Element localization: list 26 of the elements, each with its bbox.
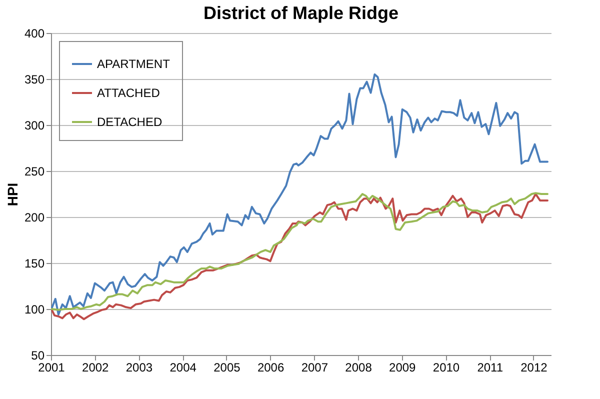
y-tick-label: 150 — [24, 256, 45, 270]
x-tick-label: 2007 — [301, 360, 328, 374]
chart-title: District of Maple Ridge — [203, 3, 399, 23]
y-tick-label: 400 — [24, 26, 45, 40]
legend-label: ATTACHED — [97, 86, 160, 100]
x-tick-label: 2001 — [38, 360, 66, 374]
y-tick-label: 250 — [24, 164, 45, 178]
x-tick-label: 2010 — [432, 360, 460, 374]
x-tick-label: 2011 — [477, 360, 504, 374]
x-tick-label: 2003 — [126, 360, 153, 374]
line-series — [51, 73, 548, 316]
y-axis-title: HPI — [4, 182, 20, 206]
x-tick-label: 2008 — [345, 360, 372, 374]
x-tick-label: 2006 — [257, 360, 284, 374]
x-tick-label: 2002 — [82, 360, 110, 374]
y-tick-label: 200 — [24, 210, 45, 224]
x-tick-label: 2004 — [170, 360, 197, 374]
legend-label: DETACHED — [97, 115, 162, 129]
y-tick-label: 50 — [31, 348, 45, 362]
x-tick-label: 2012 — [520, 360, 548, 374]
x-tick-label: 2009 — [389, 360, 416, 374]
x-tick-label: 2005 — [214, 360, 241, 374]
y-tick-label: 100 — [24, 302, 45, 316]
legend-label: APARTMENT — [97, 57, 171, 71]
y-tick-label: 350 — [24, 72, 45, 86]
y-tick-label: 300 — [24, 118, 45, 132]
